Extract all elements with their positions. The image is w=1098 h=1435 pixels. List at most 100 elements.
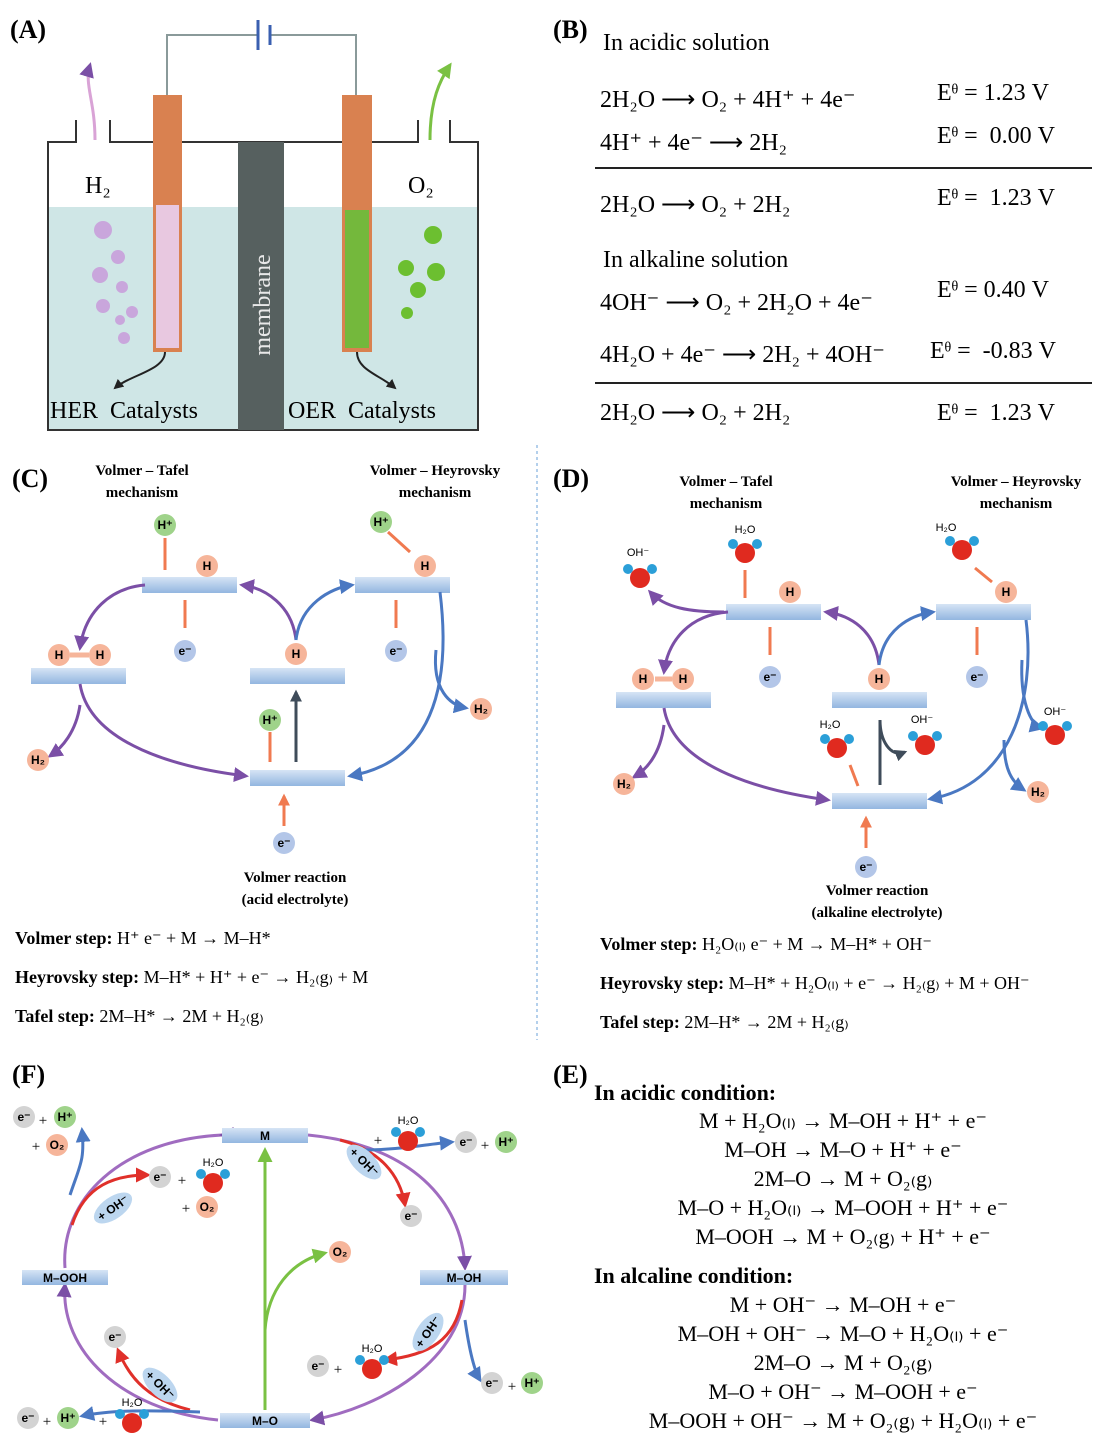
- badge: [273, 832, 295, 854]
- mechanism-title: Volmer reaction: [826, 883, 929, 899]
- arrows: [616, 566, 1045, 848]
- badge-label: H⁺: [158, 518, 173, 532]
- arrow: [433, 649, 469, 714]
- badge: [481, 1372, 503, 1394]
- catalyst-label: OER Catalysts: [288, 398, 436, 424]
- membrane-label: membrane: [250, 254, 276, 355]
- panel-label: (E): [553, 1060, 588, 1089]
- step-label: Volmer step:: [600, 934, 698, 954]
- badge: [329, 1241, 351, 1263]
- badge: [57, 1407, 79, 1429]
- hydrogen: [647, 564, 657, 574]
- badge: [149, 1166, 171, 1188]
- cell-part: [115, 315, 125, 325]
- state-bar: [222, 1128, 308, 1143]
- badge-label: e⁻: [459, 1135, 472, 1149]
- mechanism-title: Volmer – Heyrovsky: [951, 474, 1082, 490]
- arrows: [31, 530, 469, 826]
- badge-label: e⁻: [311, 1359, 324, 1373]
- cell-part: [156, 205, 179, 348]
- badge-label: e⁻: [21, 1411, 34, 1425]
- arrow: [1020, 659, 1045, 733]
- hydroxide-badge: [412, 1312, 444, 1352]
- hydrogen: [728, 539, 738, 549]
- hydrogen: [379, 1355, 389, 1365]
- badge: [307, 1355, 329, 1377]
- cell-part: [94, 221, 112, 239]
- arrow: [79, 1406, 201, 1421]
- molecule-label: OH⁻: [1044, 706, 1067, 718]
- badge: [196, 1196, 218, 1218]
- badge: [759, 666, 781, 688]
- badge-label: e⁻: [404, 1209, 417, 1223]
- cell-part: [166, 34, 357, 95]
- potential: Eᶿ = 1.23 V: [937, 400, 1056, 426]
- oxygen: [398, 1131, 418, 1151]
- badge: [995, 581, 1017, 603]
- arrow: [309, 1284, 467, 1426]
- badge: [966, 666, 988, 688]
- badge-label: e⁻: [859, 860, 872, 874]
- badge: [521, 1372, 543, 1394]
- badge-label: H: [203, 559, 212, 573]
- badge: [13, 1106, 35, 1128]
- cell-part: [410, 282, 426, 298]
- badge: [779, 581, 801, 603]
- badge: [370, 511, 392, 533]
- badge-label: H⁺: [58, 1110, 73, 1124]
- cell-part: [92, 267, 108, 283]
- badge: [48, 644, 70, 666]
- cell-part: [356, 351, 397, 390]
- arrow: [658, 610, 729, 675]
- hydrogen: [932, 731, 942, 741]
- cell-part: [238, 142, 284, 430]
- equation: M + H₂O₍ₗ₎ → M–OH + H⁺ + e⁻: [699, 1108, 987, 1133]
- arrow: [142, 577, 237, 593]
- arrow: [78, 683, 249, 782]
- equation: 4H₂O + 4e⁻ ⟶ 2H₂ + 4OH⁻: [600, 342, 885, 368]
- arrow: [239, 579, 298, 641]
- molecule-label: H₂O: [362, 1343, 383, 1355]
- arrow: [726, 604, 821, 620]
- heading: In alcaline condition:: [594, 1263, 793, 1288]
- arrow: [47, 704, 82, 758]
- badge-label: e⁻: [970, 670, 983, 684]
- plus-sign: +: [334, 1362, 342, 1378]
- badge-label: H⁺: [499, 1135, 514, 1149]
- oxygen: [1045, 725, 1065, 745]
- step-label: Heyrovsky step:: [15, 967, 139, 987]
- badge: [495, 1131, 517, 1153]
- badge: [672, 668, 694, 690]
- arrow: [463, 1319, 482, 1383]
- arrow: [878, 719, 908, 785]
- hydrogen: [820, 734, 830, 744]
- step-equation: M–H* + H⁺ + e⁻ → H₂₍g₎ + M: [144, 967, 369, 987]
- hydrogen: [844, 734, 854, 744]
- mechanism-title: Volmer – Heyrovsky: [370, 463, 501, 479]
- oxygen: [735, 543, 755, 563]
- state-label: M: [260, 1129, 270, 1143]
- arrow: [743, 566, 993, 848]
- badge-label: H₂: [31, 753, 45, 767]
- hydrogen: [415, 1127, 425, 1137]
- molecule-label: H₂O: [398, 1115, 419, 1127]
- step: Volmer step: H₂O₍ₗ₎ e⁻ + M → M–H* + OH⁻: [600, 934, 932, 954]
- equation: M–O + OH⁻ → M–OOH + e⁻: [708, 1379, 977, 1404]
- equation: 2H₂O ⟶ O₂ + 4H⁺ + 4e⁻: [600, 87, 856, 113]
- badge-label: e⁻: [763, 670, 776, 684]
- cell-part: [113, 351, 166, 390]
- hydrogen: [391, 1127, 401, 1137]
- state-label: M–OOH: [43, 1271, 87, 1285]
- hydrogen: [752, 539, 762, 549]
- mechanism-title: mechanism: [690, 496, 763, 512]
- oxygen: [915, 735, 935, 755]
- badge: [285, 643, 307, 665]
- badge-label: e⁻: [153, 1170, 166, 1184]
- arrows: [56, 1126, 482, 1426]
- hydrogen: [945, 536, 955, 546]
- molecule-label: OH⁻: [911, 714, 934, 726]
- badge: [174, 640, 196, 662]
- arrow: [294, 579, 355, 641]
- cell-part: [428, 62, 452, 141]
